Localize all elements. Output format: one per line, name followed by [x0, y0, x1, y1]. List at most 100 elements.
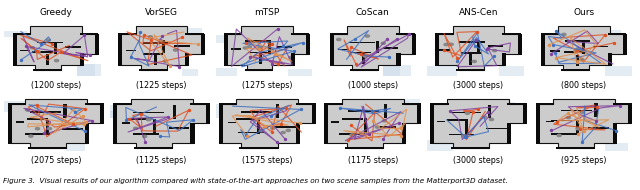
Point [461, 135, 471, 139]
Bar [465, 119, 468, 135]
Bar [460, 41, 485, 43]
Bar [245, 40, 271, 42]
Bar [339, 48, 349, 50]
Circle shape [444, 44, 448, 46]
Circle shape [148, 36, 152, 38]
Circle shape [29, 135, 33, 137]
Bar [613, 103, 632, 105]
Point [81, 120, 91, 124]
Polygon shape [432, 99, 525, 148]
Point [545, 129, 556, 132]
Bar [118, 34, 122, 66]
Point [80, 130, 90, 133]
Bar [605, 29, 621, 37]
Bar [613, 123, 617, 144]
Bar [348, 110, 380, 112]
Point [335, 107, 345, 110]
Circle shape [163, 60, 168, 63]
Bar [174, 45, 190, 47]
Bar [172, 35, 196, 43]
Bar [4, 31, 27, 37]
Bar [13, 34, 17, 66]
Bar [278, 110, 295, 118]
Bar [324, 103, 343, 105]
Bar [486, 127, 507, 129]
Bar [216, 35, 237, 43]
Point [364, 133, 374, 136]
Bar [561, 110, 592, 112]
Circle shape [147, 119, 150, 121]
Point [244, 55, 255, 58]
Point [403, 33, 413, 36]
Circle shape [360, 134, 365, 136]
Circle shape [281, 131, 285, 134]
Bar [605, 142, 628, 151]
Text: (1125 steps): (1125 steps) [136, 157, 187, 165]
Bar [134, 147, 173, 149]
Point [47, 42, 58, 45]
Bar [402, 103, 420, 105]
Point [468, 111, 478, 114]
Bar [430, 103, 449, 105]
Bar [623, 34, 627, 55]
Bar [172, 28, 202, 37]
Bar [257, 119, 260, 135]
Text: (2075 steps): (2075 steps) [31, 157, 81, 165]
Point [68, 123, 78, 126]
Point [147, 39, 157, 42]
Bar [77, 64, 101, 76]
Bar [394, 99, 420, 112]
Point [241, 42, 252, 45]
Point [135, 30, 145, 33]
Point [289, 50, 299, 53]
Circle shape [26, 109, 29, 111]
Bar [412, 34, 416, 55]
Point [193, 43, 203, 46]
Circle shape [36, 51, 40, 53]
Point [241, 133, 251, 136]
Point [482, 48, 492, 51]
Bar [191, 123, 195, 144]
Bar [339, 133, 365, 135]
Bar [564, 51, 584, 53]
Bar [383, 65, 412, 76]
Bar [564, 40, 591, 42]
Bar [168, 127, 189, 129]
Point [396, 134, 406, 137]
Bar [435, 34, 439, 66]
Polygon shape [543, 26, 625, 70]
Bar [62, 128, 83, 130]
Bar [605, 103, 626, 112]
Bar [33, 51, 53, 53]
Circle shape [337, 38, 341, 41]
Point [125, 55, 136, 58]
Bar [13, 33, 31, 35]
Bar [427, 140, 453, 151]
Bar [63, 104, 67, 118]
Point [575, 128, 585, 131]
Point [32, 103, 42, 106]
Polygon shape [332, 26, 414, 70]
Bar [216, 67, 237, 76]
Point [156, 135, 166, 138]
Point [21, 45, 31, 48]
Bar [100, 104, 104, 124]
Bar [397, 33, 415, 35]
Bar [351, 52, 371, 53]
Bar [330, 33, 348, 35]
Point [572, 61, 582, 64]
Polygon shape [538, 99, 630, 148]
Point [609, 41, 620, 44]
Point [483, 110, 493, 113]
Point [346, 46, 356, 49]
Bar [502, 53, 506, 66]
Circle shape [449, 43, 453, 45]
Point [452, 60, 463, 63]
Bar [561, 69, 590, 71]
Point [552, 120, 562, 124]
Bar [46, 120, 49, 135]
Bar [8, 103, 26, 105]
Point [382, 38, 392, 41]
Circle shape [134, 127, 138, 129]
Point [346, 124, 356, 127]
